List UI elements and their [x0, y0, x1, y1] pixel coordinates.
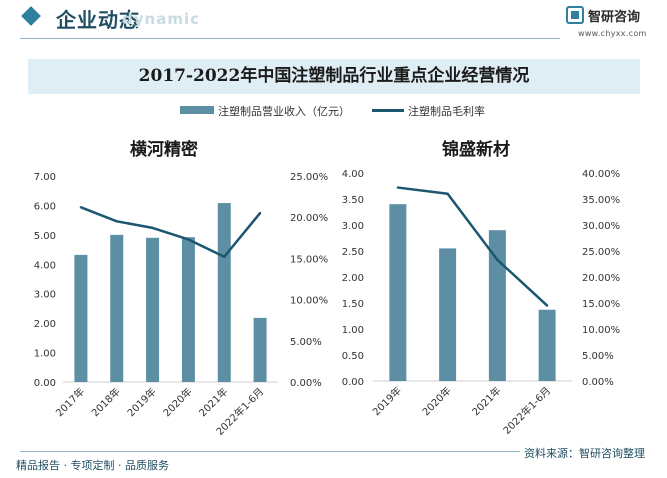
y2-tick-label: 15.00% — [290, 254, 328, 265]
y-tick-label: 0.00 — [342, 377, 364, 388]
y2-tick-label: 20.00% — [582, 273, 620, 284]
legend-line-swatch — [372, 109, 404, 112]
y2-tick-label: 10.00% — [290, 296, 328, 307]
y-tick-label: 2.00 — [342, 273, 364, 284]
margin-line — [80, 206, 262, 259]
x-tick-label: 2019年 — [370, 384, 404, 418]
y-tick-label: 1.00 — [34, 349, 56, 360]
section-title-watermark: dynamic — [122, 10, 200, 28]
line-point — [446, 192, 449, 195]
y-tick-label: 2.00 — [34, 319, 56, 330]
y2-tick-label: 40.00% — [582, 169, 620, 180]
y2-tick-label: 15.00% — [582, 299, 620, 310]
y-tick-label: 7.00 — [34, 172, 56, 183]
bar — [217, 203, 231, 382]
line-point — [115, 220, 118, 223]
main-title: 2017-2022年中国注塑制品行业重点企业经营情况 — [28, 59, 640, 94]
legend-bar-swatch — [180, 106, 214, 114]
y2-tick-label: 30.00% — [582, 221, 620, 232]
header-divider — [20, 38, 560, 39]
y-tick-label: 3.50 — [342, 195, 364, 206]
bar — [110, 234, 124, 382]
y2-tick-label: 20.00% — [290, 213, 328, 224]
line-point — [187, 238, 190, 241]
y2-tick-label: 25.00% — [582, 247, 620, 258]
x-tick-label: 2020年 — [419, 384, 453, 418]
y-tick-label: 4.00 — [342, 169, 364, 180]
y-tick-label: 1.50 — [342, 299, 364, 310]
footer-divider — [20, 451, 647, 452]
y2-tick-label: 5.00% — [582, 351, 614, 362]
brand-url: www.chyxx.com — [578, 29, 647, 38]
legend: 注塑制品营业收入（亿元） 注塑制品毛利率 — [0, 102, 667, 120]
y2-tick-label: 25.00% — [290, 172, 328, 183]
margin-line — [397, 186, 548, 307]
x-tick-label: 2021年 — [469, 384, 503, 418]
bar — [389, 204, 407, 381]
bar — [146, 237, 160, 382]
y-tick-label: 1.00 — [342, 325, 364, 336]
chart-title-jinsheng: 锦盛新材 — [442, 140, 510, 160]
y-tick-label: 5.00 — [34, 231, 56, 242]
y-tick-label: 0.00 — [34, 378, 56, 389]
brand-logo-icon — [566, 6, 584, 24]
y-tick-label: 4.00 — [34, 260, 56, 271]
source-note: 资料来源：智研咨询整理 — [520, 445, 649, 461]
y2-tick-label: 10.00% — [582, 325, 620, 336]
bar — [488, 230, 506, 381]
legend-bar-label: 注塑制品营业收入（亿元） — [218, 105, 350, 118]
y2-tick-label: 5.00% — [290, 337, 322, 348]
y-tick-label: 0.50 — [342, 351, 364, 362]
y2-tick-label: 35.00% — [582, 195, 620, 206]
x-tick-label: 2022年1-6月 — [500, 384, 553, 437]
legend-line-label: 注塑制品毛利率 — [408, 105, 485, 118]
bar — [253, 317, 267, 382]
y2-tick-label: 0.00% — [582, 377, 614, 388]
chart-title-hengh: 横河精密 — [130, 140, 198, 160]
bar — [181, 237, 195, 382]
header: 企业动态 dynamic 智研咨询 www.chyxx.com — [0, 0, 667, 40]
footer-slogan: 精品报告 · 专项定制 · 品质服务 — [16, 459, 169, 472]
y2-tick-label: 0.00% — [290, 378, 322, 389]
y-tick-label: 6.00 — [34, 201, 56, 212]
y-tick-label: 2.50 — [342, 247, 364, 258]
line-point — [396, 186, 400, 189]
line-point — [223, 255, 226, 258]
y-tick-label: 3.00 — [34, 290, 56, 301]
bar — [74, 254, 88, 382]
y-tick-label: 3.00 — [342, 221, 364, 232]
brand-name: 智研咨询 — [588, 10, 641, 25]
section-title: 企业动态 — [56, 8, 140, 32]
bar — [538, 309, 556, 381]
line-point — [258, 211, 262, 215]
line-point — [545, 304, 549, 307]
line-point — [496, 258, 499, 262]
line-point — [151, 226, 154, 230]
bar — [439, 248, 457, 381]
line-point — [79, 206, 83, 209]
